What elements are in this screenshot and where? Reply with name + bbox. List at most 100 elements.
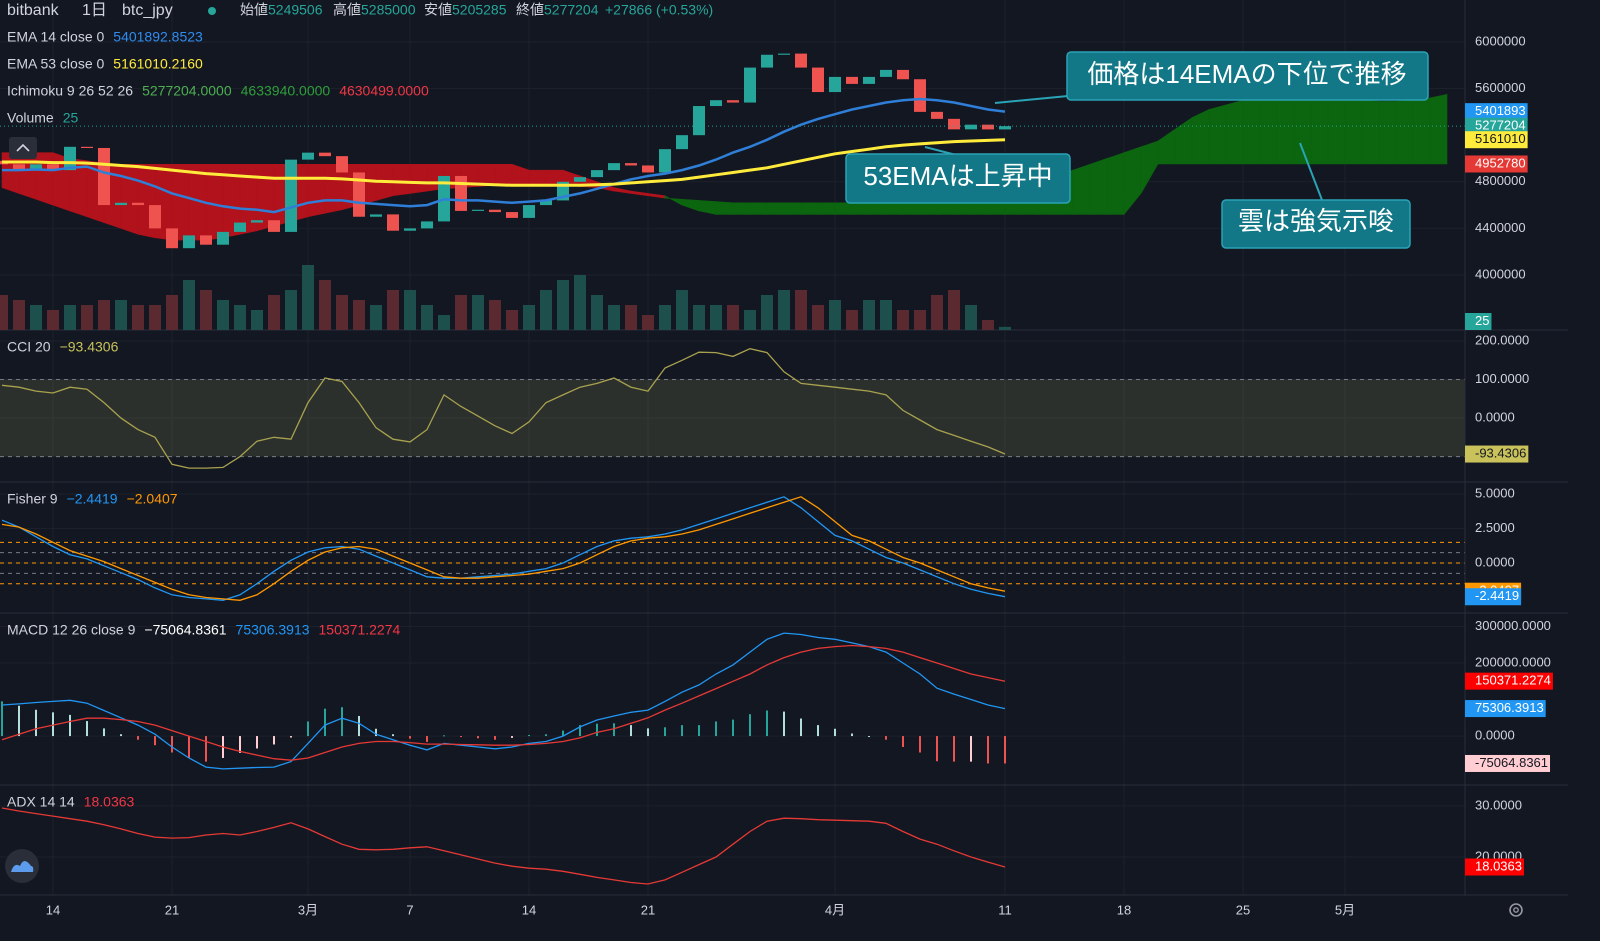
collapse-button[interactable] bbox=[9, 137, 37, 159]
histogram-bar bbox=[86, 721, 88, 737]
price-tag-label: -2.4419 bbox=[1475, 588, 1519, 603]
histogram-bar bbox=[443, 735, 445, 737]
low-value: 5205285 bbox=[452, 2, 507, 18]
high-label: 高値 bbox=[333, 2, 361, 18]
candle-body bbox=[149, 205, 161, 229]
cloud-segment bbox=[1327, 97, 1346, 165]
legend-value: 5277204.0000 bbox=[142, 83, 232, 99]
cloud-segment bbox=[1276, 96, 1295, 165]
cloud-segment bbox=[120, 164, 139, 235]
settings-icon[interactable] bbox=[1509, 903, 1523, 917]
annotation-box bbox=[1221, 199, 1411, 249]
volume-bar bbox=[778, 290, 790, 330]
legend-name: CCI 20 bbox=[7, 339, 51, 355]
volume-bar bbox=[30, 305, 42, 330]
volume-bar bbox=[676, 290, 688, 330]
volume-bar bbox=[795, 290, 807, 330]
candle-body bbox=[744, 67, 756, 103]
volume-bar bbox=[506, 310, 518, 330]
candle-body bbox=[319, 152, 331, 157]
cloud-segment bbox=[851, 202, 870, 215]
cloud-segment bbox=[817, 202, 836, 215]
cloud-segment bbox=[1089, 158, 1108, 215]
histogram-bar bbox=[426, 736, 428, 742]
volume-bar bbox=[336, 295, 348, 330]
y-tick-label: 0.0000 bbox=[1475, 728, 1515, 743]
price-tag bbox=[1465, 131, 1528, 149]
candle-body bbox=[965, 124, 977, 130]
candle-body bbox=[642, 165, 654, 173]
candle-body bbox=[710, 100, 722, 107]
candle-body bbox=[625, 163, 637, 166]
interval[interactable]: 1日 bbox=[82, 2, 107, 19]
candle-body bbox=[676, 135, 688, 150]
x-tick-label: 14 bbox=[46, 902, 60, 917]
cloud-segment bbox=[1395, 99, 1414, 165]
indicator-line bbox=[1, 348, 1006, 469]
volume-bar bbox=[982, 320, 994, 330]
volume-bar bbox=[404, 290, 416, 330]
y-tick-label: 200.0000 bbox=[1475, 332, 1529, 347]
histogram-bar bbox=[256, 736, 258, 749]
candle-body bbox=[166, 228, 178, 249]
price-tag bbox=[1465, 588, 1522, 606]
histogram-bar bbox=[579, 725, 581, 737]
cloud-segment bbox=[953, 202, 972, 215]
cloud-segment bbox=[1310, 96, 1329, 165]
histogram-bar bbox=[375, 728, 377, 737]
cloud-segment bbox=[392, 164, 411, 197]
histogram-bar bbox=[970, 736, 972, 762]
legend-value: −2.0407 bbox=[127, 491, 178, 507]
cloud-segment bbox=[868, 202, 887, 215]
volume-bar bbox=[965, 305, 977, 330]
cloud-segment bbox=[1429, 94, 1448, 165]
candle-body bbox=[999, 126, 1011, 130]
y-tick-label: 5600000 bbox=[1475, 80, 1526, 95]
candle-body bbox=[200, 235, 212, 245]
cloud-segment bbox=[1106, 152, 1125, 215]
volume-bar bbox=[472, 295, 484, 330]
price-tag-label: -93.4306 bbox=[1475, 445, 1526, 460]
price-tag bbox=[1465, 117, 1528, 135]
candle-body bbox=[217, 231, 229, 245]
histogram-bar bbox=[647, 728, 649, 737]
cloud-segment bbox=[1361, 99, 1380, 165]
indicator-line bbox=[1, 496, 1006, 601]
candle-body bbox=[574, 177, 586, 182]
volume-bar bbox=[761, 295, 773, 330]
logo[interactable] bbox=[5, 849, 39, 883]
volume-bar bbox=[115, 300, 127, 330]
price-tag-label: -75064.8361 bbox=[1475, 755, 1548, 770]
y-tick-label: 4400000 bbox=[1475, 220, 1526, 235]
annotation-text: 価格は14EMAの下位で推移 bbox=[1087, 59, 1406, 89]
open-value: 5249506 bbox=[268, 2, 323, 18]
candle-body bbox=[540, 200, 552, 206]
price-tag-label: 18.0363 bbox=[1475, 858, 1522, 873]
price-tag bbox=[1465, 155, 1528, 173]
cloud-segment bbox=[1344, 98, 1363, 165]
price-tag bbox=[1465, 103, 1528, 121]
histogram-bar bbox=[749, 714, 751, 737]
symbol[interactable]: btc_jpy bbox=[122, 2, 173, 19]
histogram-bar bbox=[613, 723, 615, 737]
cloud-segment bbox=[715, 201, 734, 215]
legend-name: Ichimoku 9 26 52 26 bbox=[7, 83, 133, 99]
candle-body bbox=[115, 202, 127, 206]
cloud-segment bbox=[528, 169, 547, 185]
volume-bar bbox=[591, 295, 603, 330]
x-tick-label: 14 bbox=[522, 902, 536, 917]
candle-body bbox=[251, 220, 263, 223]
change-value: +27866 (+0.53%) bbox=[605, 2, 713, 18]
volume-bar bbox=[727, 305, 739, 330]
x-tick-label: 18 bbox=[1117, 902, 1131, 917]
close-label: 終値 bbox=[516, 2, 544, 18]
volume-bar bbox=[132, 305, 144, 330]
legend-value: 5401892.8523 bbox=[113, 29, 203, 45]
candle-body bbox=[268, 220, 280, 232]
price-tag-label: 75306.3913 bbox=[1475, 700, 1544, 715]
cloud-segment bbox=[732, 202, 751, 215]
histogram-bar bbox=[1, 701, 3, 737]
candle-body bbox=[404, 228, 416, 231]
legend-name: EMA 14 close 0 bbox=[7, 29, 104, 45]
histogram-bar bbox=[477, 736, 479, 739]
